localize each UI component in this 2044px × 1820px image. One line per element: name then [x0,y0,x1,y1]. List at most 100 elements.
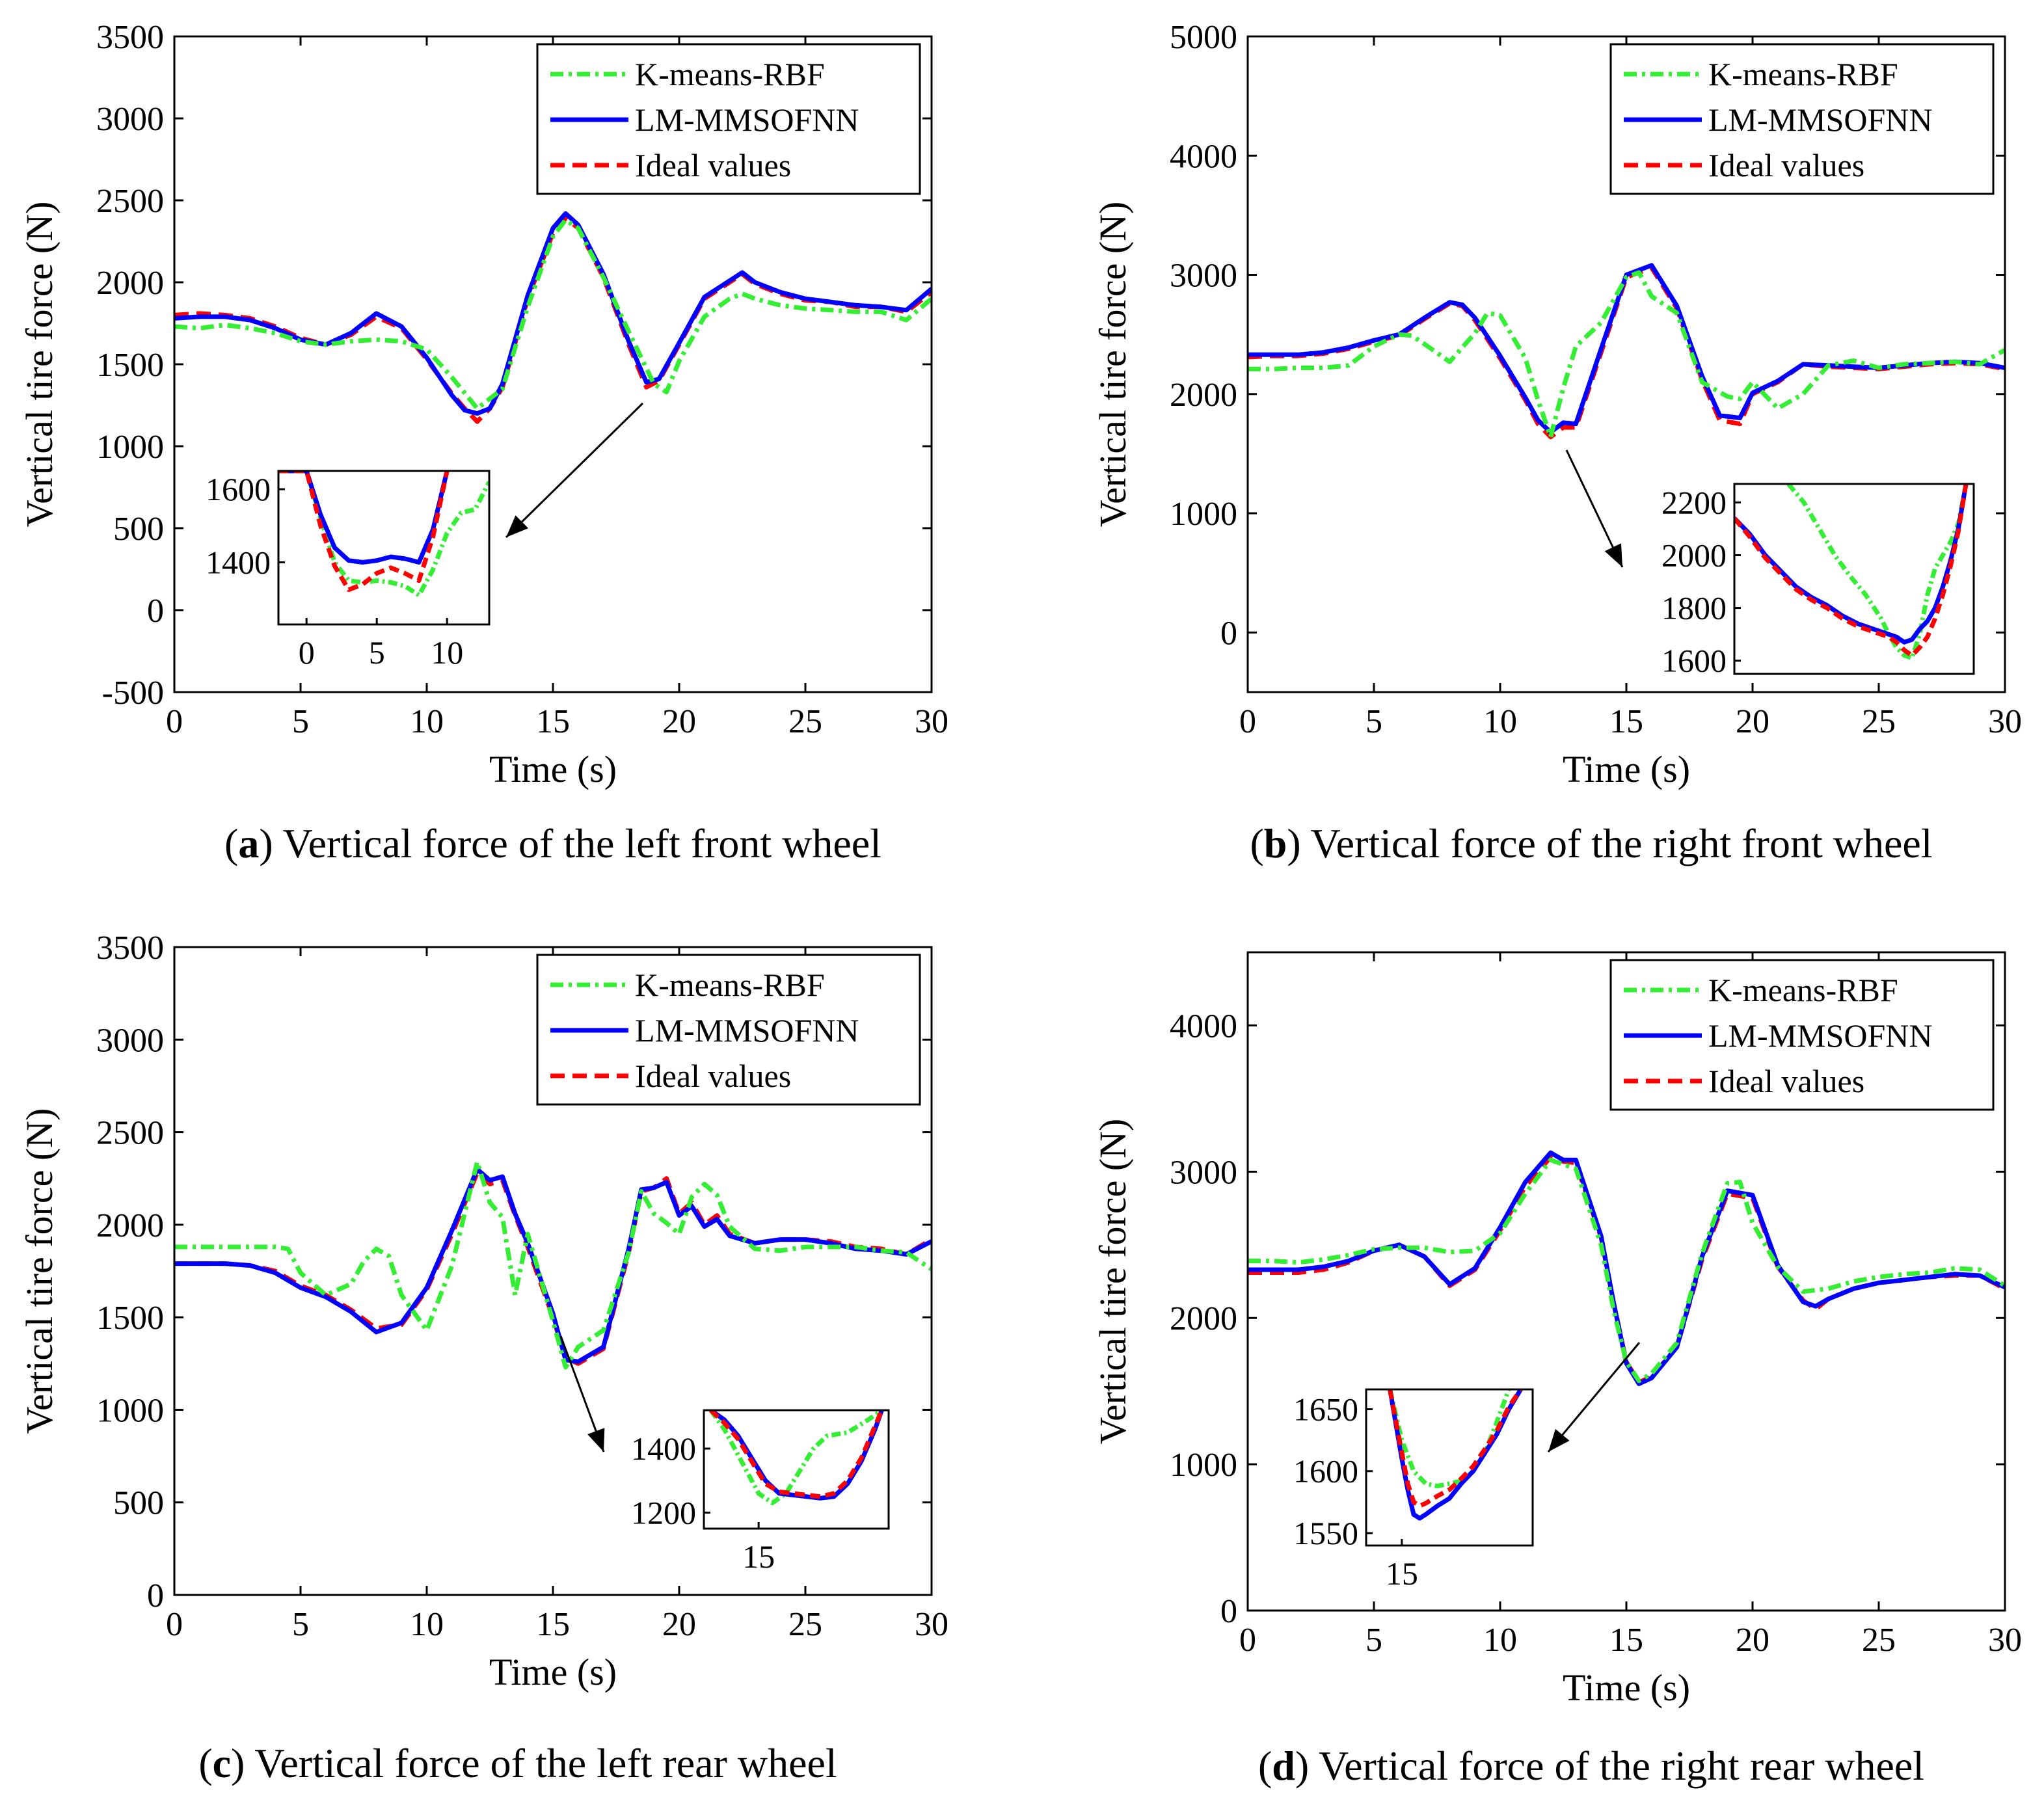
chart-b: 0 5 10 15 20 25 30 0 1000 2000 3000 4000 5000 Time (s… [1092,19,2022,866]
y-tick-label: 1000 [1170,1447,1237,1484]
inset-box [277,470,491,626]
y-tick-label: 3000 [96,101,164,138]
x-tick-label: 25 [1862,1622,1896,1659]
series-line-lm-mmsofnn [1248,263,2005,435]
y-tick-label: 2000 [1170,377,1237,414]
y-tick-label: 1000 [96,429,164,466]
x-tick-label: 15 [536,703,570,740]
y-tick-label: 3000 [1170,258,1237,295]
y-tick-label: 0 [1220,615,1237,652]
y-tick-label: 4000 [1170,138,1237,175]
arrow-head [1548,1428,1570,1452]
x-tick-label: 15 [536,1606,570,1643]
caption-paren-close: ) [259,820,282,866]
y-tick-label: 2500 [96,183,164,220]
x-tick-label: 5 [1365,703,1382,740]
x-tick-label: 20 [662,703,696,740]
inset-x-tick-label: 10 [431,634,463,671]
inset-zoom: 15 1550 1600 1650 [1293,1388,1534,1592]
legend-label: K-means-RBF [1708,972,1898,1008]
x-axis-label: Time (s) [489,748,617,790]
x-tick-label: 25 [788,703,822,740]
caption-paren-open: ( [1258,1743,1272,1789]
x-axis-label: Time (s) [489,1651,617,1693]
y-tick-label: 3000 [96,1022,164,1059]
x-axis-label: Time (s) [1563,748,1690,790]
inset-y-tick-label: 2200 [1661,484,1727,520]
y-tick-label: 500 [113,1485,164,1522]
y-tick-label: 1000 [96,1392,164,1429]
y-tick-label: 2000 [1170,1300,1237,1337]
x-tick-label: 30 [915,703,948,740]
caption-c: (c) Vertical force of the left rear whee… [198,1740,837,1786]
x-tick-label: 15 [1609,1622,1643,1659]
y-tick-label: -500 [102,675,164,712]
y-tick-label: 3500 [96,930,164,967]
x-tick-label: 25 [1862,703,1896,740]
x-tick-label: 30 [1988,1622,2022,1659]
series-line-ideal-values [174,216,932,424]
y-tick-label: 2500 [96,1115,164,1152]
x-tick-label: 30 [915,1606,948,1643]
arrow-shaft [505,402,644,539]
plot-area [174,1159,932,1370]
inset-plot [708,1410,884,1506]
x-tick-label: 5 [292,1606,309,1643]
legend-label: LM-MMSOFNN [635,1012,859,1049]
y-axis-label: Vertical tire force (N) [1092,202,1134,528]
legend-label: Ideal values [635,147,791,183]
caption-text: Vertical force of the right rear wheel [1319,1743,1924,1789]
inset-series-line [709,1410,884,1499]
inset-x-tick-label: 0 [299,634,315,671]
series-line-lm-mmsofnn [174,211,932,416]
inset-y-tick-label: 1600 [1293,1453,1358,1490]
y-tick-label: 1000 [1170,496,1237,533]
inset-series-line [278,471,489,598]
series-line-k-means-rbf [1248,1157,2005,1384]
y-tick-label: 4000 [1170,1008,1237,1045]
caption-letter: b [1264,820,1287,866]
y-tick-label: 500 [113,511,164,548]
inset-zoom: 0 5 10 1400 1600 [206,470,491,671]
x-tick-label: 0 [166,703,183,740]
caption-paren-open: ( [1250,820,1263,866]
y-tick-label: 0 [147,593,164,630]
inset-plot [278,471,489,598]
x-tick-label: 10 [1483,1622,1517,1659]
legend-label: LM-MMSOFNN [1708,101,1933,138]
y-tick-label: 2000 [96,1207,164,1244]
caption-text: Vertical force of the left rear wheel [254,1740,837,1786]
caption-text: Vertical force of the right front wheel [1311,820,1933,866]
x-tick-label: 10 [1483,703,1517,740]
inset-plot [1388,1389,1523,1521]
inset-background [278,471,489,624]
inset-zoom: 1600 1800 2000 2200 [1661,483,1975,679]
inset-series-line [278,471,450,593]
y-axis-label: Vertical tire force (N) [18,202,61,528]
y-axis-label: Vertical tire force (N) [18,1108,61,1434]
inset-y-tick-label: 1550 [1293,1515,1358,1551]
caption-text: Vertical force of the left front wheel [283,820,881,866]
caption-paren-close: ) [1287,820,1310,866]
inset-series-line [1388,1389,1523,1508]
series-line-ideal-values [174,1170,932,1366]
caption-paren-close: ) [1295,1743,1319,1789]
series-line-lm-mmsofnn [1248,1150,2005,1386]
chart-d: 0 5 10 15 20 25 30 0 1000 2000 3000 4000 Time (s) Ver… [1092,951,2022,1789]
legend-box [1609,959,1995,1111]
inset-y-tick-label: 2000 [1661,537,1727,574]
plot-area [1248,263,2005,440]
series-line-lm-mmsofnn [174,1167,932,1364]
y-tick-label: 1500 [96,1300,164,1337]
legend-label: K-means-RBF [635,56,825,92]
legend-label: Ideal values [635,1058,791,1094]
y-tick-label: 1500 [96,347,164,384]
x-tick-label: 30 [1988,703,2022,740]
caption-letter: a [238,820,259,866]
x-tick-label: 10 [410,1606,444,1643]
legend-label: Ideal values [1708,147,1864,183]
chart-c: 0 5 10 15 20 25 30 0 500 1000 1500 2000 2500 3000 3500… [18,930,948,1786]
zoom-arrow [505,402,644,539]
caption-letter: c [213,1740,231,1786]
